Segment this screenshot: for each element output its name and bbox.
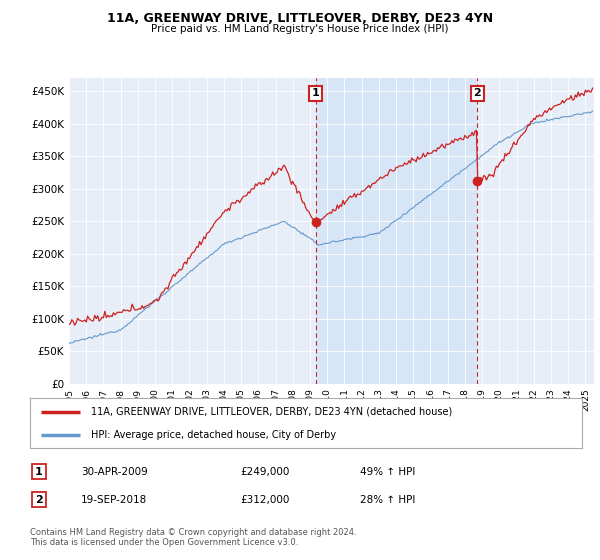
Text: 2: 2 xyxy=(473,88,481,99)
Text: 28% ↑ HPI: 28% ↑ HPI xyxy=(360,494,415,505)
Text: 1: 1 xyxy=(312,88,320,99)
Text: 19-SEP-2018: 19-SEP-2018 xyxy=(81,494,147,505)
Text: £249,000: £249,000 xyxy=(240,466,289,477)
Text: £312,000: £312,000 xyxy=(240,494,289,505)
Text: 1: 1 xyxy=(35,466,43,477)
Text: 30-APR-2009: 30-APR-2009 xyxy=(81,466,148,477)
Text: 2: 2 xyxy=(35,494,43,505)
Text: Contains HM Land Registry data © Crown copyright and database right 2024.
This d: Contains HM Land Registry data © Crown c… xyxy=(30,528,356,547)
Text: Price paid vs. HM Land Registry's House Price Index (HPI): Price paid vs. HM Land Registry's House … xyxy=(151,24,449,34)
Text: HPI: Average price, detached house, City of Derby: HPI: Average price, detached house, City… xyxy=(91,431,336,440)
Text: 11A, GREENWAY DRIVE, LITTLEOVER, DERBY, DE23 4YN: 11A, GREENWAY DRIVE, LITTLEOVER, DERBY, … xyxy=(107,12,493,25)
Text: 11A, GREENWAY DRIVE, LITTLEOVER, DERBY, DE23 4YN (detached house): 11A, GREENWAY DRIVE, LITTLEOVER, DERBY, … xyxy=(91,407,452,417)
Bar xyxy=(316,78,477,384)
Text: 49% ↑ HPI: 49% ↑ HPI xyxy=(360,466,415,477)
